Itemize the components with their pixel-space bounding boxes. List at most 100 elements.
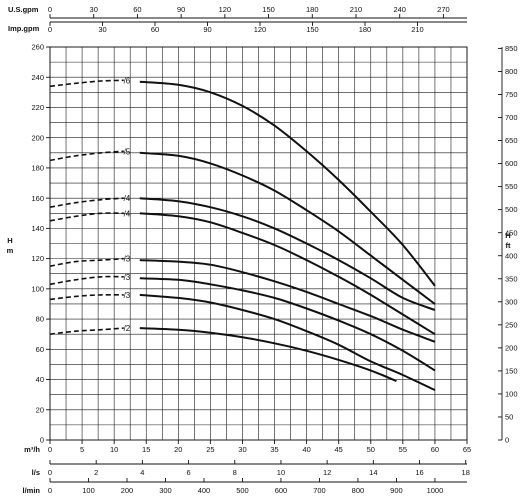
curve-label: /3 — [124, 255, 131, 264]
x-usgpm-tick-label: 240 — [393, 5, 406, 14]
curve-label: /3 — [124, 273, 131, 282]
y-right-tick-label: 350 — [505, 274, 518, 283]
x-impgpm-tick-label: 210 — [411, 25, 424, 34]
curve-solid-segment — [139, 293, 436, 392]
x-impgpm-tick-label: 60 — [151, 25, 159, 34]
x-primary-tick-label: 40 — [302, 445, 310, 454]
x-impgpm-tick-label: 90 — [203, 25, 211, 34]
y-right-tick-label: 800 — [505, 67, 518, 76]
x-primary-tick-label: 25 — [206, 445, 214, 454]
curve-dashed-segment — [49, 197, 124, 208]
y-left-tick-label: 200 — [31, 133, 44, 142]
x-primary-tick-label: 60 — [431, 445, 439, 454]
y-left-tick-label: 160 — [31, 194, 44, 203]
x-usgpm-tick-label: 150 — [262, 5, 275, 14]
x-usgpm-label: U.S.gpm — [8, 5, 39, 14]
x-primary-tick-label: 0 — [48, 445, 52, 454]
tick-labels: 0204060801001201401601802002202402600501… — [31, 5, 517, 495]
y-right-tick-label: 100 — [505, 390, 518, 399]
x-primary-tick-label: 30 — [238, 445, 246, 454]
x-primary-tick-label: 35 — [270, 445, 278, 454]
curve-solid-segment — [139, 259, 436, 343]
x-impgpm-tick-label: 30 — [98, 25, 106, 34]
x-impgpm-tick-label: 150 — [306, 25, 319, 34]
x-ls-tick-label: 12 — [323, 468, 331, 477]
y-right-label: H — [505, 231, 510, 240]
curve-dashed-segment — [49, 212, 124, 222]
curve-solid-segment — [139, 277, 436, 372]
x-impgpm-label: Imp.gpm — [8, 24, 40, 33]
x-primary-tick-label: 45 — [335, 445, 343, 454]
y-left-label-unit: m — [7, 246, 14, 255]
x-ls-tick-label: 2 — [94, 468, 98, 477]
y-left-tick-label: 260 — [31, 43, 44, 52]
y-left-tick-label: 20 — [36, 405, 44, 414]
x-primary-tick-label: 55 — [399, 445, 407, 454]
y-right-tick-label: 750 — [505, 90, 518, 99]
y-left-tick-label: 80 — [36, 315, 44, 324]
curve-dashed-segment — [49, 257, 124, 267]
curve-label: /5 — [124, 147, 131, 156]
x-ls-label: l/s — [32, 468, 40, 477]
x-usgpm-tick-label: 30 — [90, 5, 98, 14]
x-usgpm-tick-label: 270 — [437, 5, 450, 14]
y-right-tick-label: 650 — [505, 136, 518, 145]
x-lmin-tick-label: 300 — [159, 486, 172, 495]
x-primary-tick-label: 5 — [80, 445, 84, 454]
x-impgpm-tick-label: 0 — [48, 25, 52, 34]
x-ls-tick-label: 18 — [462, 468, 470, 477]
x-ls-tick-label: 8 — [233, 468, 237, 477]
y-right-tick-label: 550 — [505, 182, 518, 191]
x-lmin-tick-label: 700 — [313, 486, 326, 495]
x-lmin-tick-label: 600 — [275, 486, 288, 495]
y-left-tick-label: 100 — [31, 284, 44, 293]
curve-dashed-segment — [49, 79, 124, 88]
y-right-tick-label: 450 — [505, 228, 518, 237]
x-ls-tick-label: 6 — [186, 468, 190, 477]
x-lmin-tick-label: 900 — [390, 486, 403, 495]
y-left-tick-label: 220 — [31, 103, 44, 112]
curve-dashed-segment — [49, 327, 124, 335]
y-right-tick-label: 0 — [505, 436, 509, 445]
curve-dashed-segment — [49, 150, 124, 162]
x-primary-tick-label: 15 — [142, 445, 150, 454]
curve-solid-segment — [139, 80, 436, 287]
x-ls-tick-label: 10 — [277, 468, 285, 477]
y-left-tick-label: 0 — [40, 436, 44, 445]
x-primary-tick-label: 20 — [174, 445, 182, 454]
x-usgpm-tick-label: 120 — [219, 5, 232, 14]
x-usgpm-tick-label: 60 — [133, 5, 141, 14]
x-lmin-label: l/min — [22, 486, 40, 495]
curve-label: /2 — [124, 324, 131, 333]
y-left-tick-label: 140 — [31, 224, 44, 233]
curve-label: /4 — [124, 209, 131, 218]
x-lmin-tick-label: 800 — [352, 486, 365, 495]
x-impgpm-tick-label: 120 — [254, 25, 267, 34]
curve-label: /6 — [124, 76, 131, 85]
curve-solid-segment — [139, 327, 397, 383]
curve-solid-segment — [139, 212, 436, 336]
y-right-label-unit: ft — [506, 241, 511, 250]
x-impgpm-tick-label: 180 — [359, 25, 372, 34]
x-lmin-tick-label: 100 — [82, 486, 95, 495]
y-left-tick-label: 40 — [36, 375, 44, 384]
y-right-tick-label: 50 — [505, 413, 513, 422]
x-primary-tick-label: 50 — [367, 445, 375, 454]
x-usgpm-tick-label: 0 — [48, 5, 52, 14]
y-right-tick-label: 700 — [505, 113, 518, 122]
x-lmin-tick-label: 200 — [121, 486, 134, 495]
x-ls-tick-label: 14 — [369, 468, 377, 477]
x-ls-tick-label: 4 — [140, 468, 144, 477]
x-usgpm-tick-label: 180 — [306, 5, 319, 14]
x-usgpm-tick-label: 210 — [350, 5, 363, 14]
x-lmin-tick-label: 500 — [236, 486, 249, 495]
y-left-tick-label: 240 — [31, 73, 44, 82]
y-right-tick-label: 300 — [505, 297, 518, 306]
x-lmin-tick-label: 400 — [198, 486, 211, 495]
y-right-tick-label: 200 — [505, 343, 518, 352]
curves: /6/5/4/4/3/3/3/2 — [49, 76, 436, 392]
y-right-tick-label: 400 — [505, 251, 518, 260]
y-right-tick-label: 250 — [505, 320, 518, 329]
